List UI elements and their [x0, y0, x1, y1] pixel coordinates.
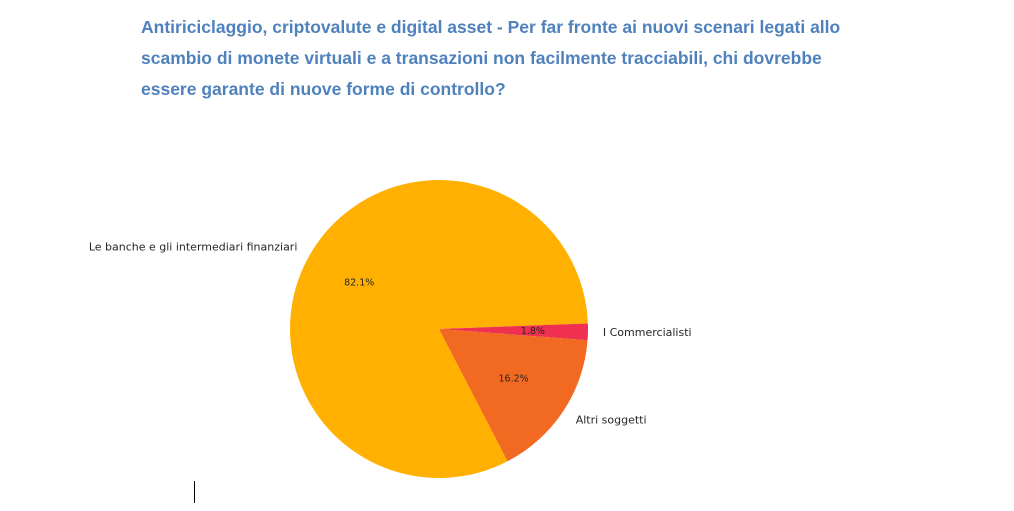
pie-slice — [439, 329, 588, 462]
slice-category-label: Altri soggetti — [576, 413, 647, 426]
pie-slice — [290, 179, 588, 478]
text-cursor — [194, 481, 195, 503]
pie-slice — [439, 323, 589, 341]
slice-category-label: I Commercialisti — [603, 326, 692, 339]
slice-category-label: Le banche e gli intermediari finanziari — [89, 241, 298, 254]
slice-percent-label: 16.2% — [499, 373, 529, 384]
slice-percent-label: 82.1% — [344, 278, 374, 289]
slice-percent-label: 1.8% — [521, 326, 545, 337]
page-title: Antiriciclaggio, criptovalute e digital … — [141, 17, 841, 99]
